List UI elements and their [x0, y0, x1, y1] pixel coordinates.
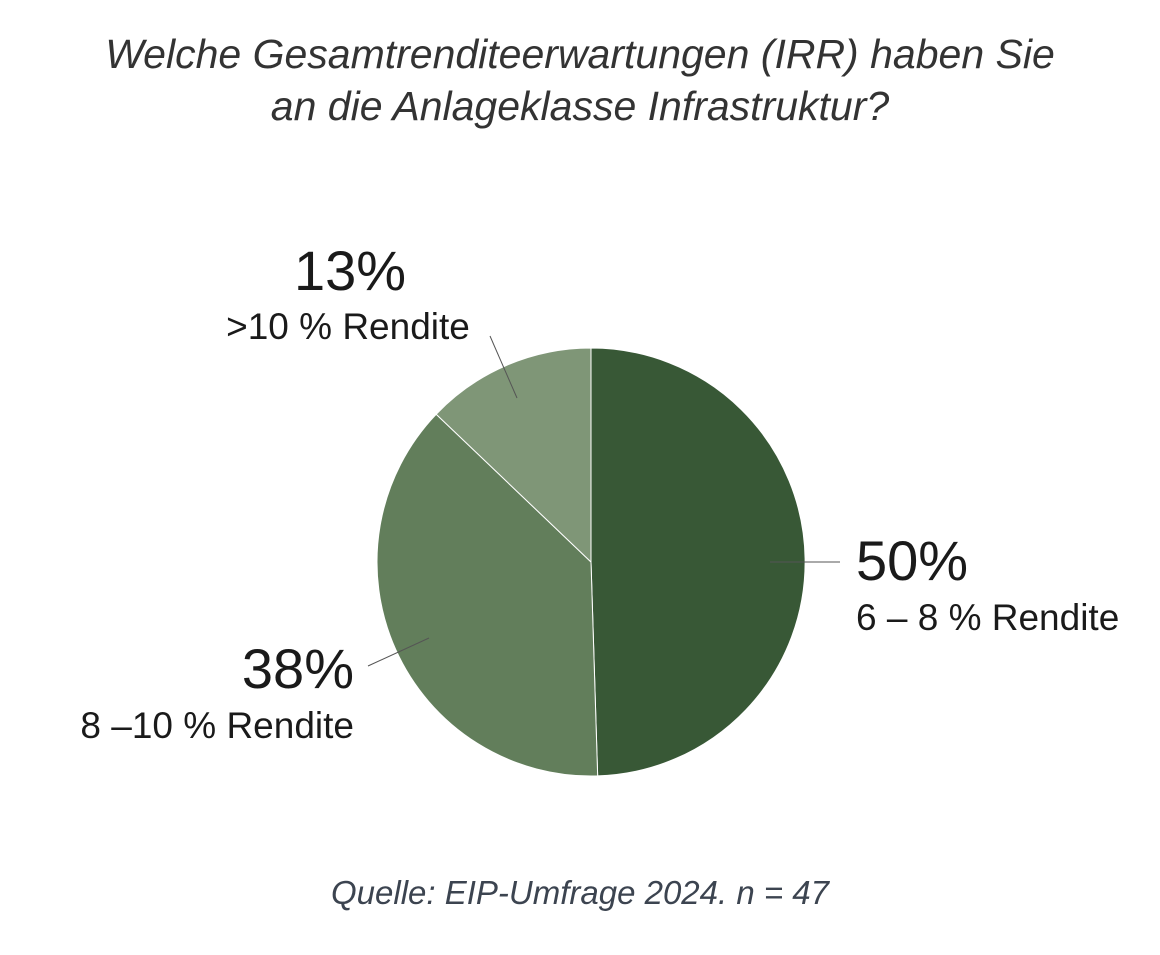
pie-slice: [435, 347, 592, 564]
chart-title-line-1: Welche Gesamtrenditeerwartungen (IRR) ha…: [105, 31, 1055, 77]
slice-percent-label: 50%: [856, 529, 968, 592]
leader-line: [489, 335, 518, 399]
source-note: Quelle: EIP-Umfrage 2024. n = 47: [330, 874, 830, 911]
pie-slice: [376, 413, 599, 777]
slice-category-label: 6 – 8 % Rendite: [856, 597, 1119, 638]
pie-labels: 50% 6 – 8 % Rendite 38% 8 –10 % Rendite 13%>…: [80, 239, 1119, 746]
chart-title: Welche Gesamtrenditeerwartungen (IRR) ha…: [0, 28, 1160, 132]
pie-slices: [376, 347, 806, 777]
leader-line: [367, 637, 430, 667]
slice-category-label: >10 % Rendite: [226, 306, 470, 347]
pie-slice: [590, 347, 806, 777]
slice-percent-label: 13%: [294, 239, 406, 302]
slice-percent-label: 38%: [242, 637, 354, 700]
chart-title-line-2: an die Anlageklasse Infrastruktur?: [270, 83, 890, 129]
slice-category-label: 8 –10 % Rendite: [80, 705, 354, 746]
